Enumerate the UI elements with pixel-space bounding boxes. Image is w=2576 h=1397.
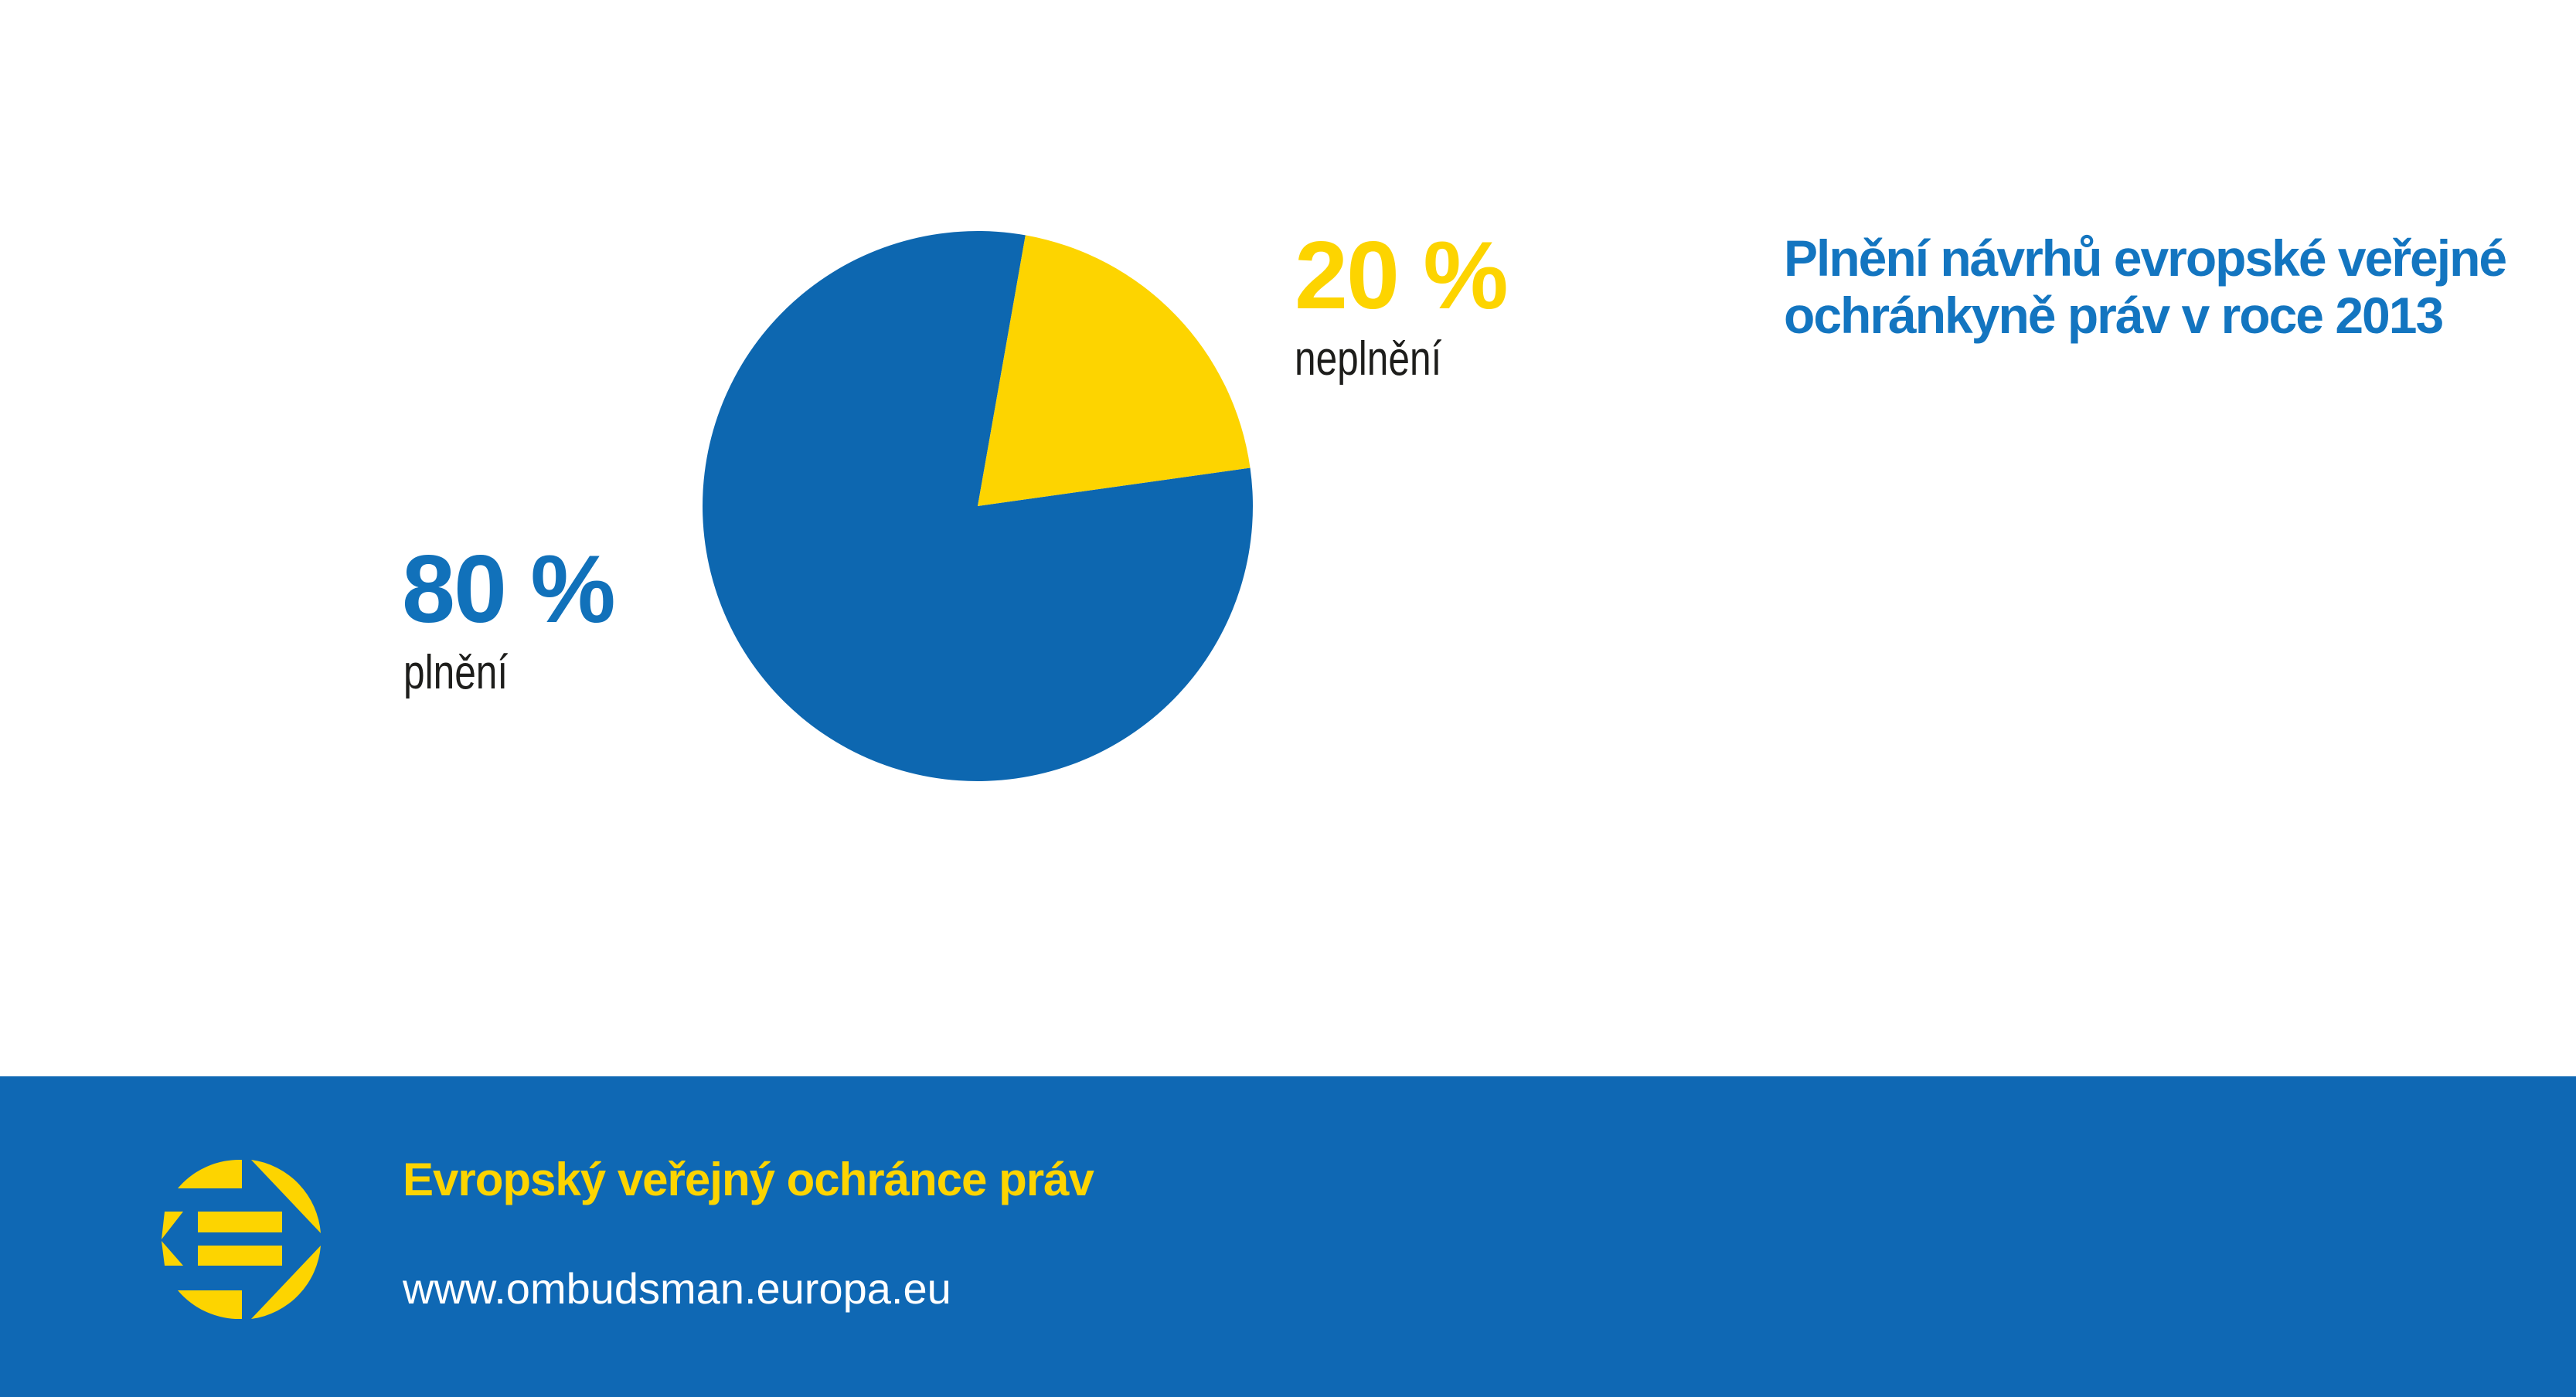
slice-label-neplneni: neplnění [1295, 332, 1442, 386]
european-ombudsman-logo-icon [162, 1159, 321, 1320]
logo-segment-bottom-right [251, 1246, 321, 1319]
footer-url: www.ombudsman.europa.eu [403, 1264, 951, 1313]
logo-chevron-upper [162, 1212, 183, 1239]
slice-value-plneni: 80 % [402, 536, 616, 643]
slice-label-plneni: plnění [403, 646, 509, 699]
logo-bar-lower [198, 1246, 282, 1266]
footer [0, 1076, 2576, 1397]
pie-slice-plneni [703, 231, 1254, 782]
slice-value-neplneni: 20 % [1295, 223, 1509, 329]
logo-chevron-lower [162, 1241, 183, 1266]
logo-bar-upper [198, 1212, 282, 1232]
chart-title-line-1: Plnění návrhů evropské veřejné [1784, 229, 2507, 287]
logo-segment-top-right [251, 1160, 321, 1233]
logo-glyphs [162, 1159, 321, 1320]
chart-title-line-2: ochránkyně práv v roce 2013 [1784, 287, 2444, 344]
pie-slice-neplneni [978, 235, 1251, 506]
pie-chart [703, 231, 1254, 782]
logo-arc-top-left [178, 1159, 242, 1188]
logo-arc-bottom-left [178, 1290, 242, 1320]
footer-org-name: Evropský veřejný ochránce práv [403, 1154, 1094, 1205]
chart-title: Plnění návrhů evropské veřejné ochránkyn… [1784, 229, 2576, 344]
